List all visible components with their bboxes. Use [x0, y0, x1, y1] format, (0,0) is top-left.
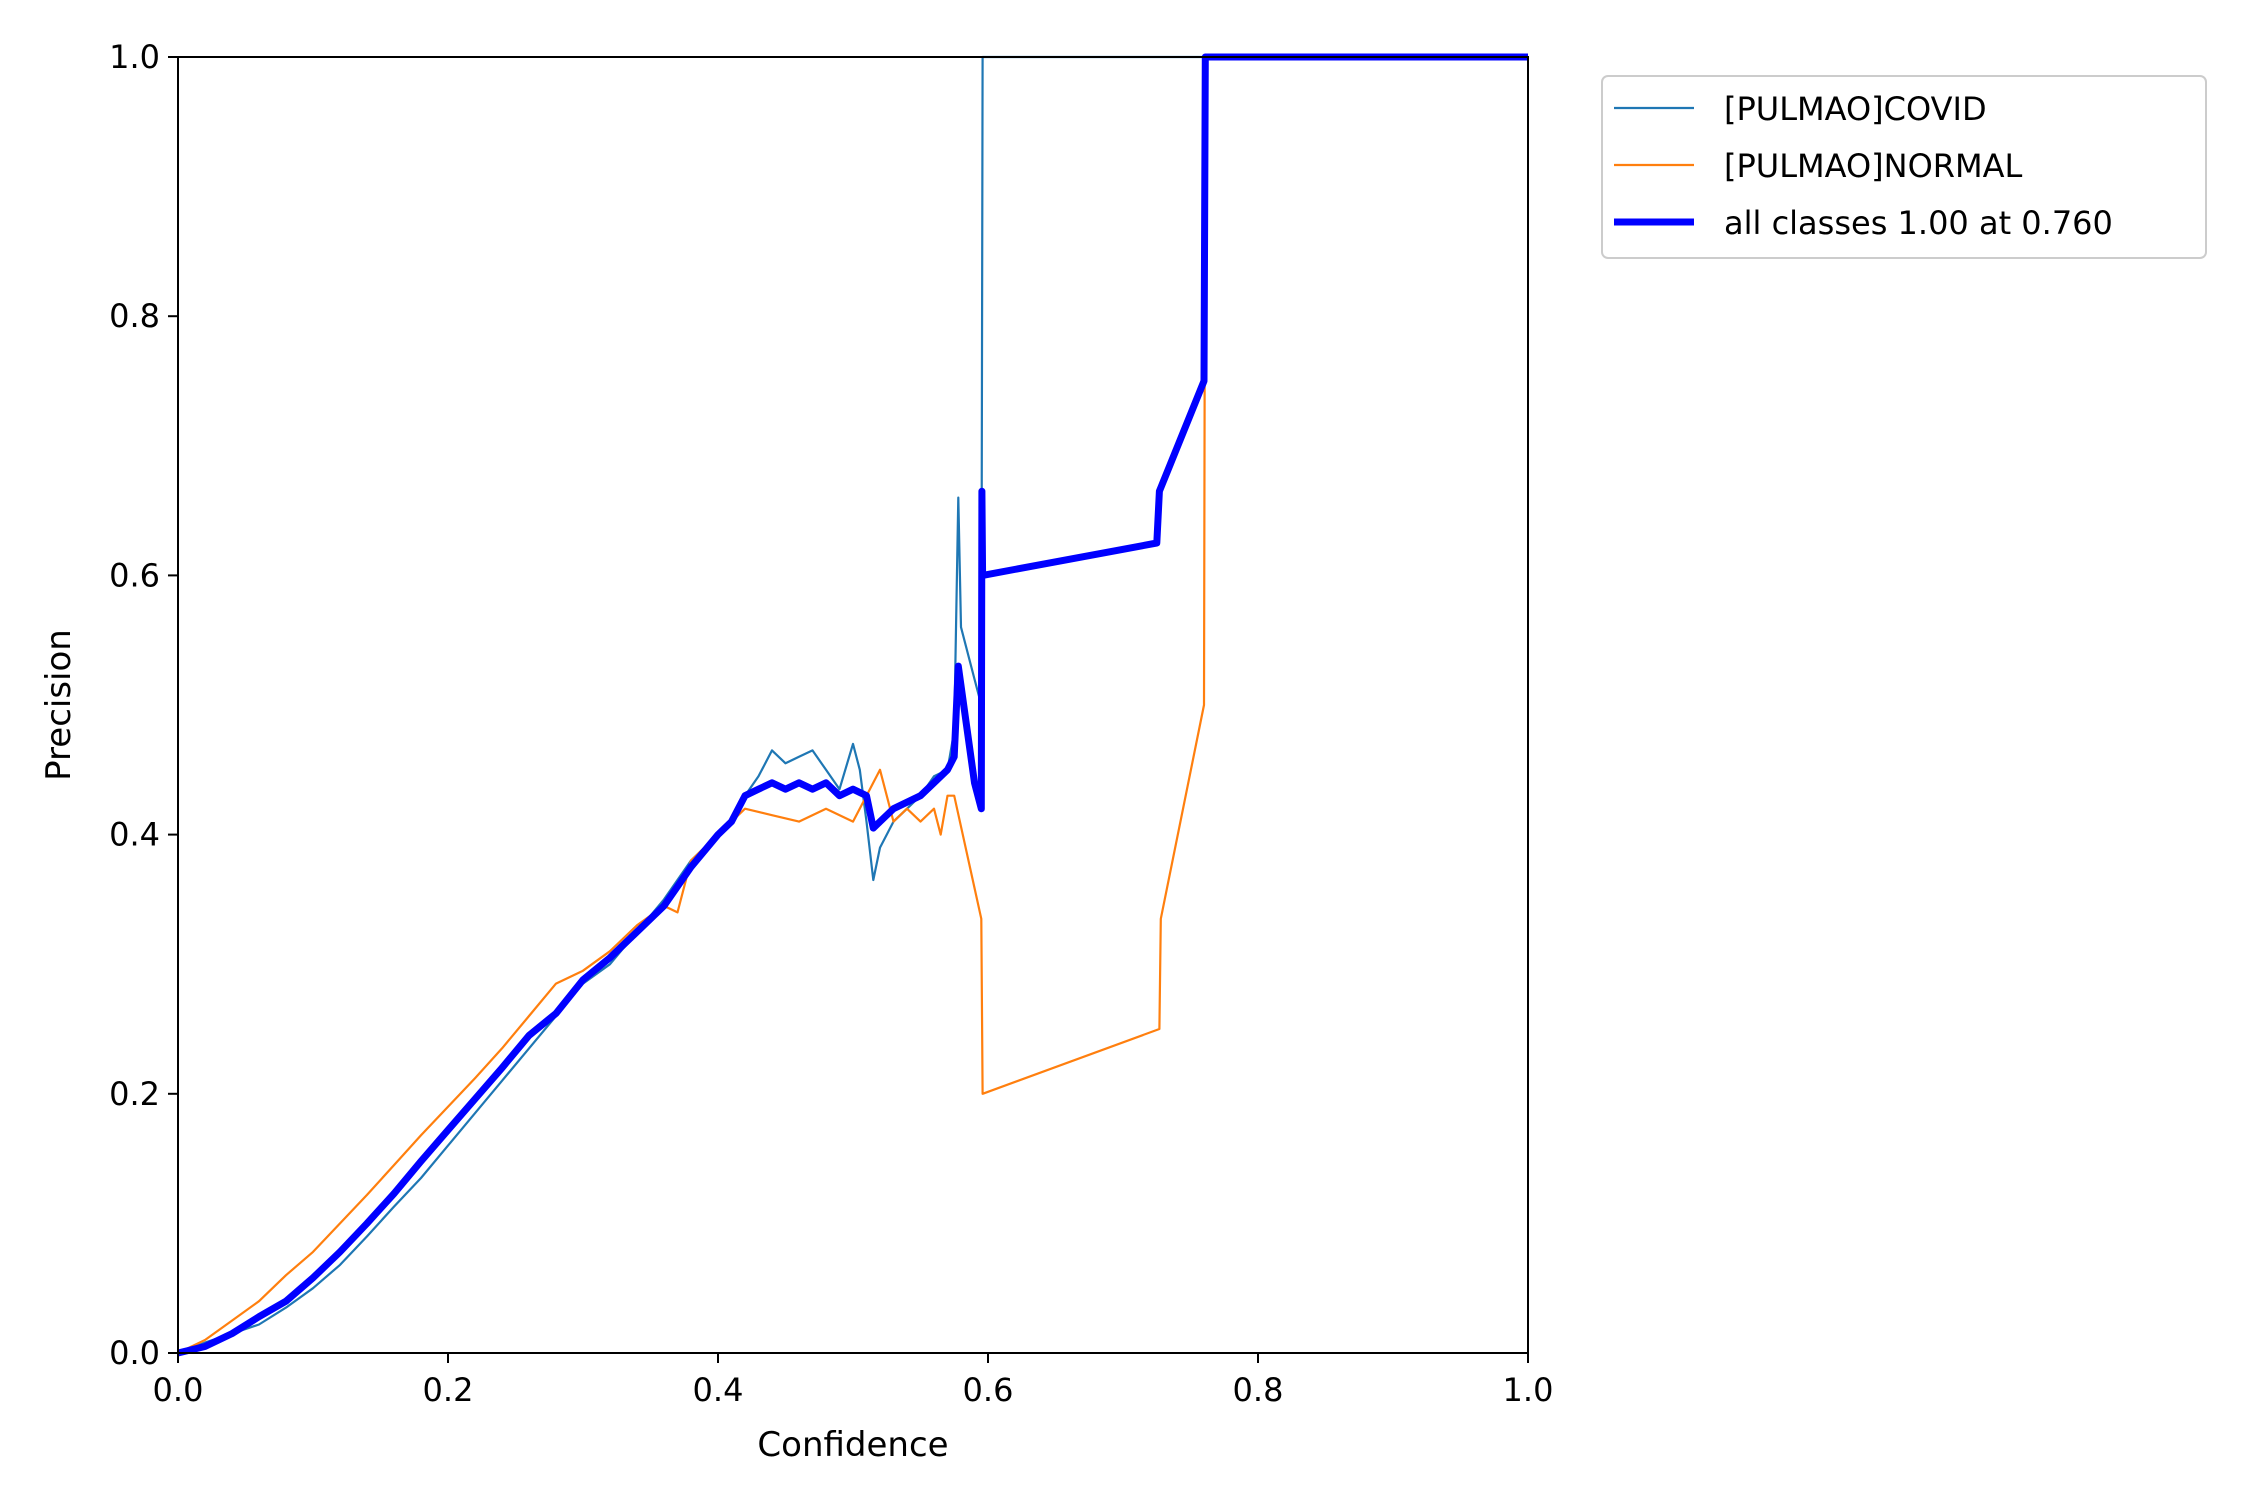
x-tick-label: 1.0: [1503, 1371, 1554, 1409]
x-tick-label: 0.0: [153, 1371, 204, 1409]
x-tick-label: 0.4: [693, 1371, 744, 1409]
x-axis-label: Confidence: [757, 1425, 948, 1465]
x-axis-ticks: 0.0 0.2 0.4 0.6 0.8 1.0: [153, 1353, 1554, 1409]
legend-items: [PULMAO]COVID [PULMAO]NORMAL all classes 1…: [1614, 90, 2113, 242]
plot-area: [178, 57, 1528, 1353]
legend: [PULMAO]COVID [PULMAO]NORMAL all classes 1…: [1601, 75, 2207, 259]
series-line-2: [177, 53, 1528, 1357]
legend-label-1: [PULMAO]NORMAL: [1724, 147, 2023, 185]
legend-label-0: [PULMAO]COVID: [1724, 90, 1987, 128]
series-layer: [177, 53, 1528, 1357]
y-tick-label: 1.0: [109, 38, 160, 76]
plot-frame: [177, 56, 1529, 1354]
x-tick-label: 0.8: [1233, 1371, 1284, 1409]
x-tick-label: 0.2: [423, 1371, 474, 1409]
y-tick-label: 0.4: [109, 816, 160, 854]
legend-label-2: all classes 1.00 at 0.760: [1724, 204, 2113, 242]
y-tick-label: 0.2: [109, 1075, 160, 1113]
x-tick-label: 0.6: [963, 1371, 1014, 1409]
y-axis-ticks: 0.0 0.2 0.4 0.6 0.8 1.0: [109, 38, 178, 1372]
y-tick-label: 0.6: [109, 556, 160, 594]
y-tick-label: 0.8: [109, 297, 160, 335]
legend-box: [1601, 75, 2207, 259]
y-tick-label: 0.0: [109, 1334, 160, 1372]
y-axis-label: Precision: [39, 629, 79, 781]
